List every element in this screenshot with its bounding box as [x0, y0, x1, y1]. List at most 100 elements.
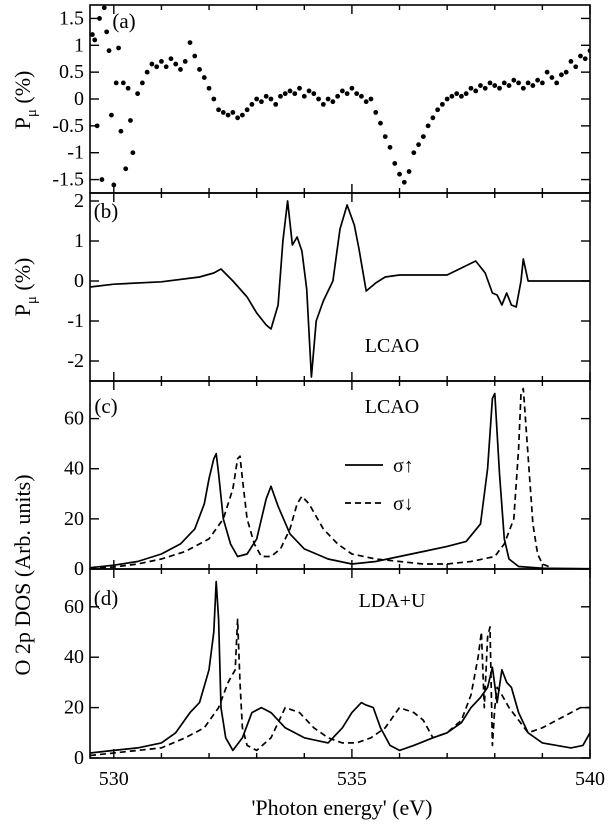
panel-label: (d) [94, 586, 119, 610]
data-point [487, 80, 493, 86]
data-point [573, 64, 579, 70]
data-point [478, 83, 483, 88]
data-point [339, 88, 345, 94]
y-tick-label: 40 [64, 646, 84, 668]
series-line-spin-up [90, 580, 590, 754]
data-point [104, 29, 110, 35]
data-point [406, 169, 412, 174]
data-point [587, 48, 590, 54]
data-point [99, 177, 105, 182]
data-point [235, 115, 241, 121]
y-tick-label: 2 [74, 190, 84, 212]
data-point [544, 69, 550, 75]
data-point [468, 85, 474, 91]
data-point [320, 101, 326, 107]
data-point [116, 45, 121, 51]
y-tick-label: -1 [67, 310, 84, 332]
data-point [197, 67, 202, 72]
data-point [373, 110, 379, 115]
panel-label: (b) [94, 199, 119, 223]
data-point [563, 69, 569, 75]
plot-frame [89, 568, 591, 759]
y-tick-label: 1.5 [59, 7, 84, 29]
method-annotation: LCAO [365, 335, 419, 357]
data-point [297, 85, 302, 91]
data-point [139, 80, 145, 86]
data-point [425, 123, 431, 129]
data-point [368, 96, 374, 102]
data-point [201, 75, 207, 80]
data-point [101, 5, 107, 11]
data-point [130, 150, 136, 156]
x-axis-label: 'Photon energy' (eV) [251, 795, 432, 820]
data-point [420, 134, 426, 140]
data-point [287, 88, 293, 94]
data-point [411, 150, 417, 156]
data-point [482, 85, 488, 91]
data-point [554, 80, 560, 86]
panel-2: -2 -1 0 1 2 (b) LCAO [67, 190, 591, 382]
data-point [397, 171, 402, 177]
data-point [282, 91, 288, 97]
y-tick-label: 0 [74, 270, 84, 292]
data-point [535, 77, 541, 83]
data-point [511, 77, 517, 83]
data-point [378, 120, 383, 126]
data-point [97, 16, 102, 21]
series-line-spin-down [90, 618, 590, 757]
data-point [401, 179, 407, 185]
data-point [459, 93, 464, 99]
y-tick-label: 40 [64, 458, 84, 480]
data-point [178, 67, 183, 72]
data-point [206, 85, 212, 91]
data-point [311, 91, 317, 97]
data-point [268, 96, 274, 102]
data-point [578, 53, 583, 59]
data-point [220, 110, 226, 115]
data-point [344, 91, 350, 97]
data-point [454, 91, 460, 97]
data-point [292, 91, 298, 97]
data-point [582, 56, 588, 62]
data-point [549, 75, 555, 80]
y-tick-label: 0 [74, 88, 84, 110]
data-point [254, 96, 260, 102]
data-point [149, 61, 155, 67]
y-tick-label: -1 [67, 142, 84, 164]
data-point [90, 32, 95, 37]
panel-4: 0 20 40 60 (d) LDA+U [64, 568, 591, 769]
series-line-spin-up [90, 200, 590, 378]
y-tick-label: 20 [64, 697, 84, 719]
method-annotation: LCAO [365, 396, 419, 418]
data-point [430, 115, 436, 121]
data-point [249, 101, 255, 107]
plot-frame [89, 380, 591, 570]
plot-frame [89, 4, 591, 194]
series-line-spin-up [90, 392, 590, 569]
data-point [359, 93, 364, 99]
panel-3: 0 20 40 60 (c) LCAO σ↑ σ↓ [64, 380, 591, 580]
data-point [94, 123, 100, 129]
data-point [492, 83, 498, 88]
data-point [111, 182, 117, 188]
y-tick-label: 20 [64, 508, 84, 530]
data-point [106, 48, 112, 54]
plot-frame [89, 192, 591, 382]
data-point [354, 91, 360, 97]
y-tick-label: 1 [74, 230, 84, 252]
data-point [239, 112, 245, 118]
data-point [216, 107, 221, 113]
y-tick-label: 0.5 [59, 61, 84, 83]
data-point [123, 166, 129, 172]
data-point [363, 99, 369, 105]
data-point [435, 107, 441, 113]
data-point [497, 85, 502, 91]
panel-label: (c) [94, 394, 117, 418]
y-tick-label: -1.5 [52, 169, 84, 191]
data-point [382, 134, 388, 140]
y-tick-label: -0.5 [52, 115, 84, 137]
data-point [278, 93, 283, 99]
data-point [187, 40, 193, 45]
data-point [125, 85, 131, 91]
data-point [192, 53, 198, 59]
